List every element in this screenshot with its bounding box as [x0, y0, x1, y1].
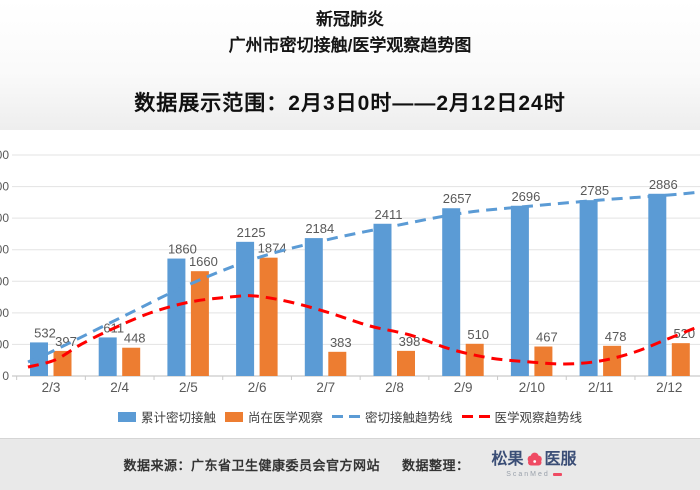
bar-value-label: 383 — [330, 335, 352, 350]
bar-value-label: 2886 — [649, 177, 678, 192]
bar-value-label: 467 — [536, 330, 558, 345]
bar-under-medical-observation — [603, 345, 622, 376]
bar-value-label: 1860 — [168, 242, 197, 257]
legend-item-cumulative-close-contact: 累计密切接触 — [117, 407, 216, 426]
bar-value-label: 2785 — [580, 183, 609, 198]
bar-under-medical-observation — [397, 350, 415, 376]
x-axis-label: 2/11 — [588, 380, 613, 395]
bar-under-medical-observation — [534, 346, 553, 376]
chart-panel: 05001000150020002500300035005323972/3611… — [0, 130, 700, 438]
x-axis-label: 2/5 — [179, 380, 198, 395]
y-axis-label: 2000 — [0, 243, 9, 257]
bar-value-label: 478 — [605, 329, 627, 344]
chart-header: 新冠肺炎 广州市密切接触/医学观察趋势图 数据展示范围：2月3日0时——2月12… — [0, 0, 700, 131]
date-range-banner: 数据展示范围：2月3日0时——2月12日24时 — [134, 92, 566, 115]
y-axis-label: 500 — [0, 337, 9, 351]
bar-cumulative-close-contact — [579, 200, 598, 376]
bar-under-medical-observation — [259, 257, 278, 376]
bar-under-medical-observation — [190, 271, 209, 376]
bar-cumulative-close-contact — [98, 337, 117, 376]
logo-text-right: 医服 — [544, 451, 577, 468]
dash-segment — [349, 415, 360, 418]
logo-subtext: ScanMed — [506, 471, 562, 478]
dash-segment — [332, 415, 343, 418]
bar-cumulative-close-contact — [30, 342, 48, 376]
legend-label: 尚在医学观察 — [247, 411, 323, 425]
y-axis-label: 1500 — [0, 274, 9, 288]
legend-item-close-contact-trendline: 密切接触趋势线 — [332, 407, 453, 426]
bar-value-label: 2657 — [443, 191, 472, 206]
bar-cumulative-close-contact — [442, 208, 461, 376]
y-axis-label: 3500 — [0, 148, 9, 162]
legend-dash-swatch — [461, 415, 490, 418]
bar-value-label: 397 — [55, 334, 77, 349]
medical-observation-trendline — [27, 294, 700, 369]
bar-value-label: 2184 — [305, 221, 334, 236]
legend-label: 累计密切接触 — [140, 411, 216, 425]
legend-bar-swatch — [117, 411, 136, 422]
x-axis-label: 2/10 — [519, 380, 545, 395]
bar-cumulative-close-contact — [236, 241, 255, 376]
trend-chart: 05001000150020002500300035005323972/3611… — [0, 148, 700, 395]
logo-text-left: 松果 — [491, 451, 524, 468]
legend-item-under-medical-observation: 尚在医学观察 — [224, 407, 323, 426]
bar-cumulative-close-contact — [373, 223, 392, 376]
attribution-footer: 数据来源：广东省卫生健康委员会官方网站 数据整理： 松果 医服 ScanMed — [0, 438, 700, 490]
y-axis-label: 0 — [2, 369, 9, 383]
bar-value-label: 1874 — [258, 241, 287, 256]
logo-accent-bar — [552, 472, 562, 476]
legend-bar-swatch — [224, 411, 243, 422]
page-subtitle-line: 广州市密切接触/医学观察趋势图 — [228, 36, 472, 55]
data-source-text: 数据来源：广东省卫生健康委员会官方网站 — [123, 458, 380, 473]
bar-value-label: 532 — [34, 325, 56, 340]
dash-segment — [461, 415, 473, 418]
x-axis-label: 2/7 — [316, 380, 335, 395]
bar-cumulative-close-contact — [648, 193, 667, 376]
close-contact-trendline — [27, 190, 700, 364]
bar-value-label: 2411 — [375, 207, 403, 222]
songguo-logo: 松果 医服 ScanMed — [492, 452, 577, 478]
data-curator-label: 数据整理： — [401, 458, 470, 473]
dash-segment — [478, 415, 490, 418]
x-axis-label: 2/6 — [248, 380, 267, 395]
bar-value-label: 448 — [124, 331, 146, 346]
bar-cumulative-close-contact — [304, 238, 323, 376]
bar-value-label: 2125 — [237, 225, 266, 240]
bar-cumulative-close-contact — [167, 258, 186, 376]
songguo-logo-icon — [527, 452, 542, 465]
legend-label: 医学观察趋势线 — [494, 411, 583, 425]
legend-label: 密切接触趋势线 — [365, 411, 453, 425]
bar-value-label: 1660 — [189, 254, 218, 269]
bar-under-medical-observation — [465, 343, 484, 376]
chart-legend: 累计密切接触 尚在医学观察 密切接触趋势线 医学观察趋势线 — [0, 407, 700, 426]
x-axis-label: 2/4 — [110, 380, 129, 395]
x-axis-label: 2/9 — [454, 380, 473, 395]
bar-value-label: 510 — [467, 327, 489, 342]
legend-dash-swatch — [332, 415, 360, 418]
y-axis-label: 3000 — [0, 180, 9, 194]
y-axis-label: 1000 — [0, 306, 9, 320]
bar-under-medical-observation — [53, 350, 72, 376]
x-axis-label: 2/8 — [385, 380, 404, 395]
x-axis-label: 2/3 — [42, 380, 61, 395]
bar-under-medical-observation — [671, 343, 690, 376]
bar-cumulative-close-contact — [510, 205, 529, 376]
y-axis-label: 2500 — [0, 211, 9, 225]
x-axis-label: 2/12 — [656, 380, 682, 395]
legend-item-medical-observation-trendline: 医学观察趋势线 — [461, 407, 583, 426]
bar-under-medical-observation — [328, 351, 347, 376]
page-title: 新冠肺炎 — [316, 10, 384, 29]
bar-under-medical-observation — [122, 347, 141, 376]
bar-value-label: 2696 — [511, 189, 540, 204]
